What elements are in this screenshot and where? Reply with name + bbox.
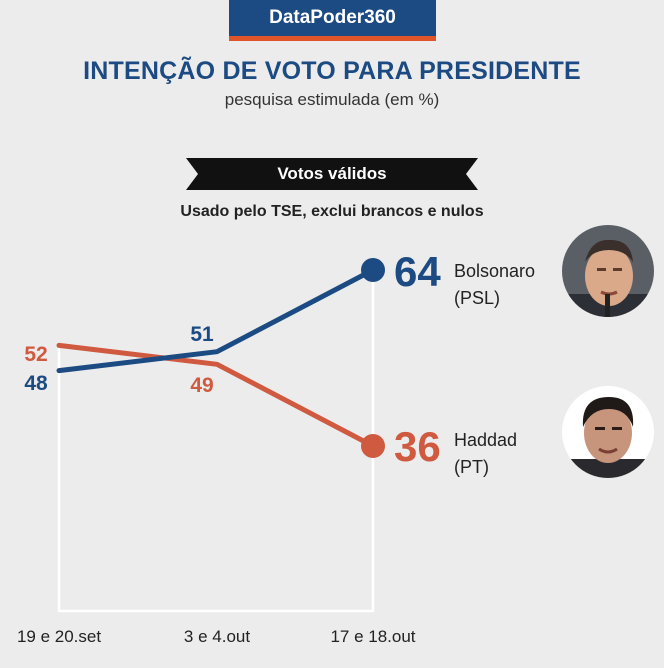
- x-tick-label-2: 17 e 18.out: [330, 627, 415, 646]
- haddad-avatar-icon: [562, 386, 654, 478]
- chart-note: Usado pelo TSE, exclui brancos e nulos: [180, 203, 484, 220]
- data-label-bolsonaro-0: 48: [24, 372, 48, 395]
- legend-party-haddad: (PT): [454, 457, 489, 477]
- end-value-haddad: 36: [394, 423, 441, 470]
- legend-party-bolsonaro: (PSL): [454, 288, 500, 308]
- data-label-bolsonaro-1: 51: [190, 323, 214, 346]
- votos-validos-banner: Votos válidos: [186, 158, 478, 190]
- data-label-haddad-0: 52: [24, 343, 47, 366]
- x-tick-label-1: 3 e 4.out: [184, 627, 250, 646]
- series-line-bolsonaro: [56, 267, 376, 374]
- bolsonaro-avatar-icon: [562, 225, 654, 317]
- x-tick-label-0: 19 e 20.set: [17, 627, 101, 646]
- page-subtitle: pesquisa estimulada (em %): [224, 90, 440, 109]
- end-marker-bolsonaro: [361, 258, 385, 282]
- series-line-haddad: [56, 342, 376, 449]
- banner-shape: [186, 158, 478, 190]
- brand-logo: DataPoder360: [229, 0, 436, 41]
- legend-name-haddad: Haddad: [454, 430, 517, 450]
- legend-name-bolsonaro: Bolsonaro: [454, 261, 535, 281]
- banner-label: Votos válidos: [277, 164, 387, 183]
- data-label-haddad-1: 49: [190, 374, 213, 397]
- page-title: INTENÇÃO DE VOTO PARA PRESIDENTE: [83, 57, 581, 85]
- end-value-bolsonaro: 64: [394, 248, 441, 295]
- end-marker-haddad: [361, 434, 385, 458]
